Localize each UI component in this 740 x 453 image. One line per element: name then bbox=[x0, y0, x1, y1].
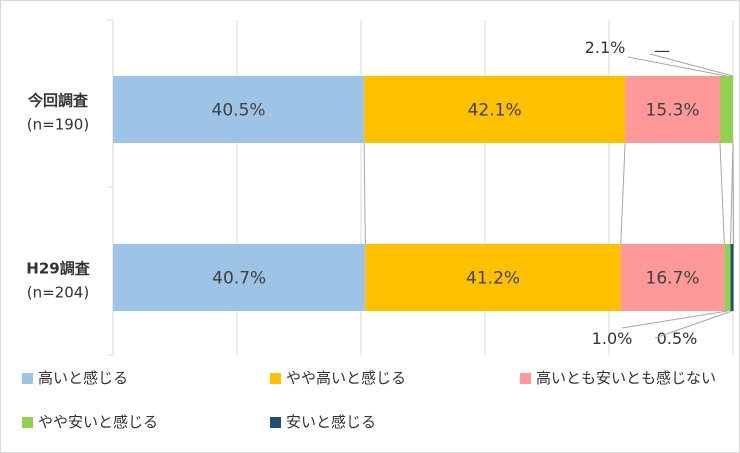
category-labels: 今回調査 (n=190) H29調査 (n=204) bbox=[26, 92, 90, 302]
callout-leader bbox=[654, 310, 733, 339]
legend-swatch bbox=[270, 417, 281, 428]
legend-label: 安いと感じる bbox=[286, 413, 376, 431]
bar-segment bbox=[365, 244, 621, 311]
callout-leader bbox=[649, 53, 734, 77]
callout-label: 1.0% bbox=[592, 329, 633, 348]
callout-label: 2.1% bbox=[585, 38, 626, 57]
bar-segment bbox=[113, 244, 366, 311]
legend-swatch bbox=[22, 417, 33, 428]
bar-value-label: 41.2% bbox=[466, 269, 520, 289]
callout-leader bbox=[627, 56, 727, 77]
legend-swatch bbox=[22, 373, 33, 384]
bar-segment bbox=[113, 76, 365, 143]
series-line bbox=[732, 142, 735, 245]
legend-swatch bbox=[520, 373, 531, 384]
legend-label: 高いと感じる bbox=[38, 369, 128, 387]
legend-swatch bbox=[270, 373, 281, 384]
bar-segment bbox=[719, 76, 733, 143]
series-line bbox=[620, 142, 626, 245]
callout-label: 0.5% bbox=[657, 329, 698, 348]
bar-segment bbox=[364, 76, 626, 143]
series-line bbox=[719, 142, 725, 245]
category-name: 今回調査 bbox=[27, 92, 89, 110]
bars bbox=[113, 76, 734, 311]
bar-value-labels: 40.5% 42.1% 15.3% 40.7% 41.2% 16.7% bbox=[212, 101, 700, 289]
bar-value-label: 40.5% bbox=[212, 101, 266, 121]
legend-label: 高いとも安いとも感じない bbox=[536, 369, 716, 387]
category-n: (n=190) bbox=[27, 116, 89, 134]
callout-labels: 2.1% — 1.0% 0.5% bbox=[585, 38, 734, 348]
callout-label: — bbox=[654, 41, 670, 60]
category-n: (n=204) bbox=[27, 284, 89, 302]
legend-label: やや高いと感じる bbox=[286, 369, 406, 387]
bar-value-label: 40.7% bbox=[212, 269, 266, 289]
callout-leader bbox=[621, 310, 728, 329]
series-line bbox=[363, 142, 366, 245]
bar-segment bbox=[730, 244, 734, 311]
legend-label: やや安いと感じる bbox=[38, 413, 158, 431]
bar-segment bbox=[620, 244, 725, 311]
bar-value-label: 16.7% bbox=[646, 269, 700, 289]
bar-segment bbox=[724, 244, 731, 311]
series-connector-lines bbox=[363, 142, 735, 245]
series-line bbox=[730, 142, 734, 245]
bar-segment bbox=[625, 76, 720, 143]
category-name: H29調査 bbox=[26, 260, 90, 278]
bar-value-label: 15.3% bbox=[646, 101, 700, 121]
bar-value-label: 42.1% bbox=[468, 101, 522, 121]
